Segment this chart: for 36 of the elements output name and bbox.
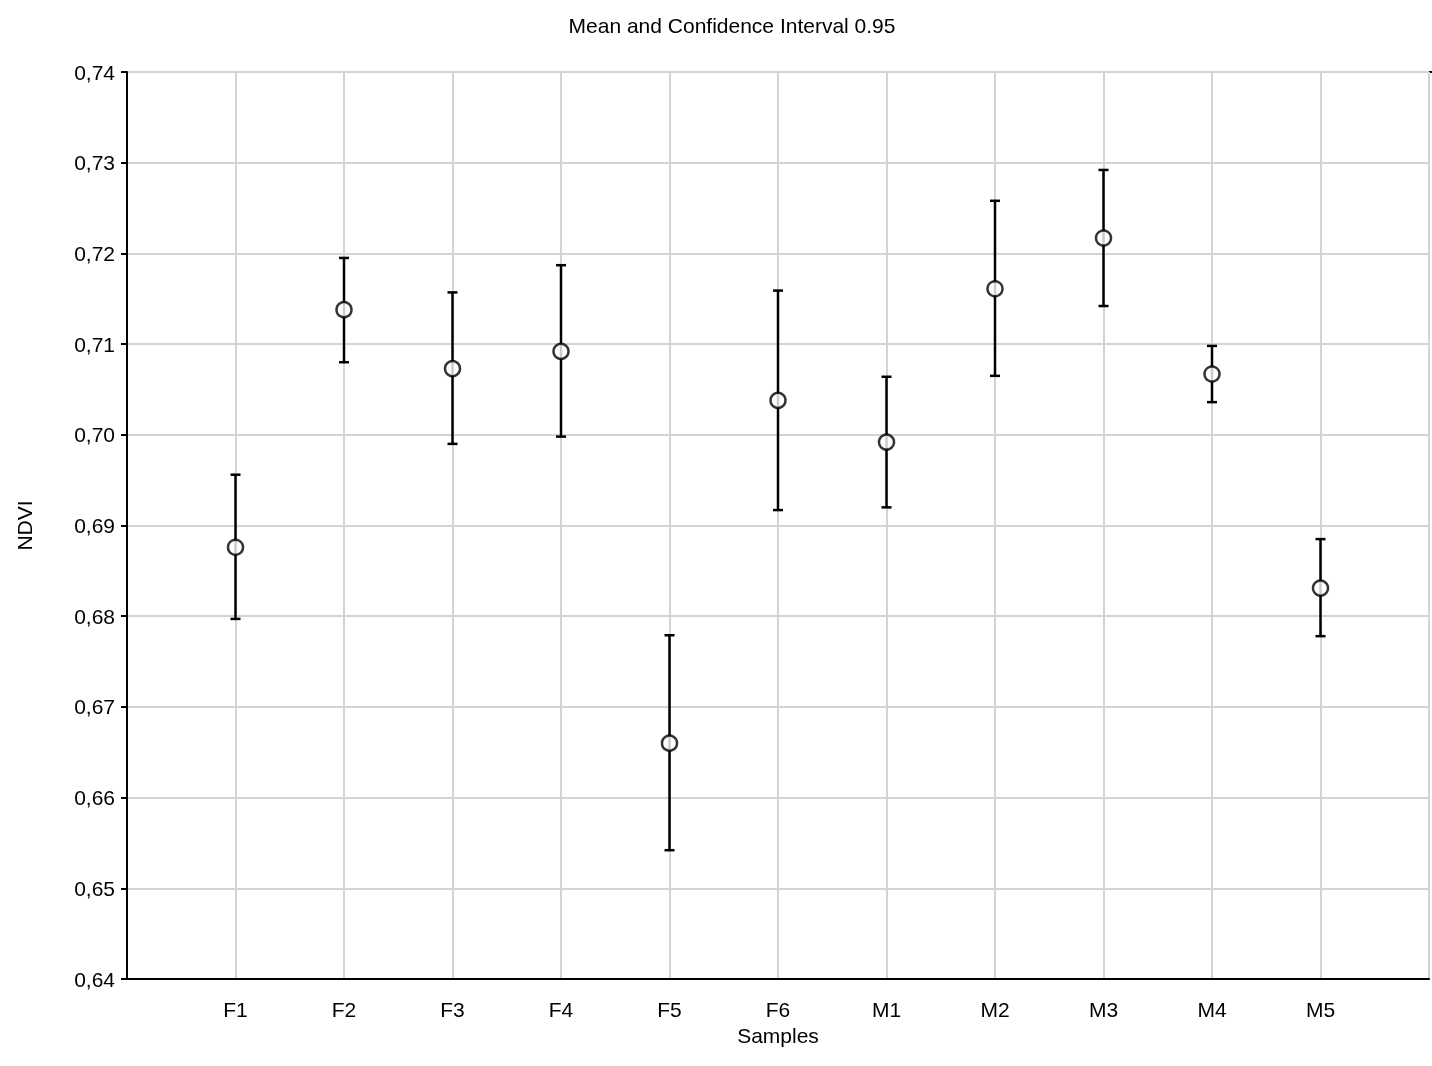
y-tick-label: 0,69 — [74, 514, 115, 537]
y-tick-label: 0,71 — [74, 332, 115, 356]
point — [226, 538, 245, 557]
point — [986, 280, 1004, 298]
x-tick-label: F6 — [765, 998, 791, 1021]
point — [877, 433, 896, 451]
y-tick-label: 0,70 — [74, 423, 115, 447]
x-tick-label: M1 — [871, 998, 902, 1021]
y-tick-label: 0,64 — [74, 967, 116, 991]
x-tick-label: M4 — [1197, 998, 1227, 1021]
point — [552, 342, 570, 361]
y-tick-label: 0,66 — [74, 786, 115, 810]
point — [1203, 365, 1221, 383]
x-tick-label: M5 — [1305, 998, 1336, 1021]
x-tick-label: F2 — [331, 998, 357, 1021]
x-tick-label: M3 — [1088, 998, 1119, 1021]
chart-title: Mean and Confidence Interval 0.95 — [568, 14, 896, 37]
x-tick-label: F4 — [548, 998, 574, 1021]
x-tick-label: F1 — [223, 998, 248, 1021]
point — [769, 391, 787, 410]
y-tick-label: 0,67 — [74, 695, 115, 719]
point — [660, 734, 679, 752]
point — [1311, 579, 1330, 597]
y-tick-label: 0,73 — [74, 151, 115, 175]
point — [443, 359, 462, 378]
y-tick-label: 0,68 — [74, 604, 115, 628]
y-tick-label: 0,65 — [74, 876, 115, 900]
point — [1094, 229, 1113, 247]
y-tick-label: 0,74 — [74, 60, 116, 84]
point — [335, 300, 353, 319]
y-axis-title: NDVI — [13, 500, 36, 551]
y-tick-label: 0,72 — [74, 241, 115, 265]
x-tick-label: M2 — [980, 998, 1010, 1021]
x-axis-title: Samples — [737, 1023, 819, 1047]
x-tick-label: F5 — [657, 998, 682, 1021]
x-tick-label: F3 — [440, 998, 465, 1021]
